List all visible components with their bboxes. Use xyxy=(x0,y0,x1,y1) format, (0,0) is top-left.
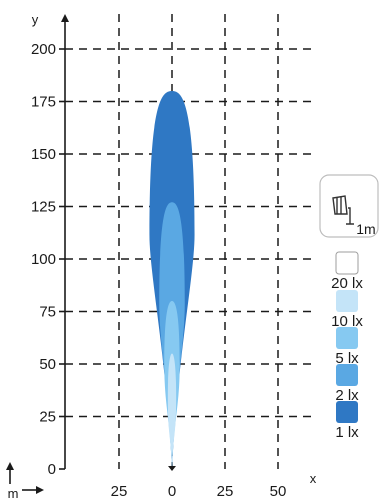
x-tick-label: 0 xyxy=(168,483,176,500)
mount-height-badge: 1m xyxy=(319,174,379,238)
legend-label: 20 lx xyxy=(331,275,363,292)
x-tick-label: 25 xyxy=(217,483,234,500)
x-tick-label: 25 xyxy=(111,483,128,500)
x-tick-label: 50 xyxy=(270,483,287,500)
y-axis-arrow xyxy=(61,14,69,22)
y-tick-label: 175 xyxy=(31,94,56,111)
y-tick-label: 150 xyxy=(31,146,56,163)
legend-swatch xyxy=(336,290,358,312)
origin-marker xyxy=(168,466,176,471)
y-tick-label: 50 xyxy=(39,356,56,373)
legend-swatch xyxy=(336,364,358,386)
y-tick-label: 0 xyxy=(48,461,56,478)
legend-label: 2 lx xyxy=(335,387,359,404)
legend-label: 10 lx xyxy=(331,313,363,330)
legend-swatch xyxy=(336,401,358,423)
beam-contour-10lx xyxy=(167,353,177,469)
y-tick-label: 125 xyxy=(31,199,56,216)
y-axis-label: y xyxy=(32,12,39,27)
axes: 0 25 50 75 100 125 150 175 200 25 0 25 50 xyxy=(31,14,286,500)
legend-label: 5 lx xyxy=(335,350,359,367)
y-tick-label: 25 xyxy=(39,409,56,426)
beam-contours xyxy=(149,91,195,470)
legend: 20 lx 10 lx 5 lx 2 lx 1 lx xyxy=(331,251,363,441)
legend-swatch xyxy=(336,327,358,349)
y-tick-label: 200 xyxy=(31,41,56,58)
origin-unit-label: m xyxy=(8,486,19,500)
mount-height-label: 1m xyxy=(356,221,375,237)
x-axis-label: x xyxy=(310,471,317,486)
legend-label: 1 lx xyxy=(335,424,359,441)
legend-swatch xyxy=(335,251,359,275)
y-tick-label: 75 xyxy=(39,304,56,321)
unit-indicator: m xyxy=(6,462,44,500)
y-tick-label: 100 xyxy=(31,251,56,268)
lamp-mount-icon xyxy=(332,195,354,225)
